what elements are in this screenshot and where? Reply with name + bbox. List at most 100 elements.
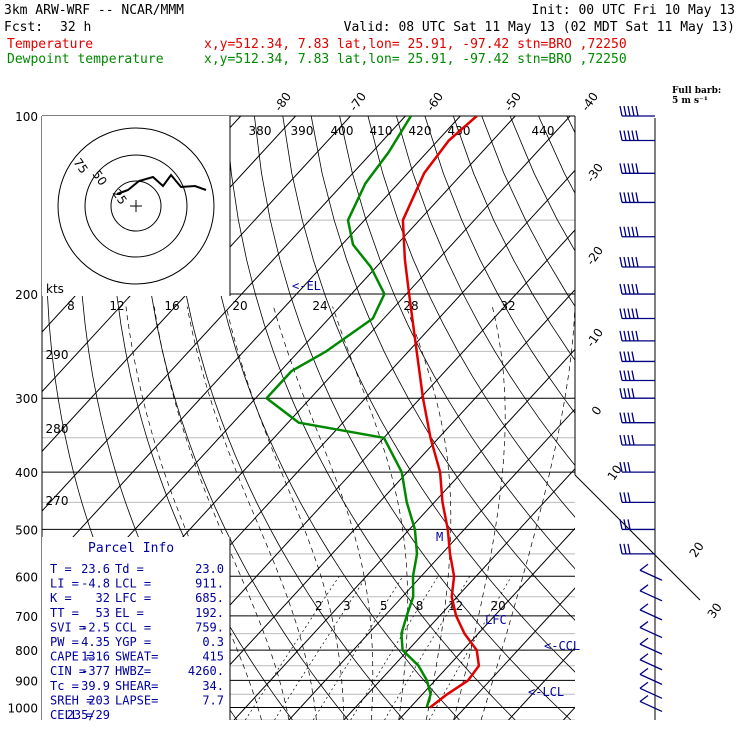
wind-barb-feather [623,351,627,362]
parcel-info-cell: -377 [81,664,110,678]
pressure-tick-label: 800 [15,644,38,658]
isotherm [178,288,575,720]
hodograph-speed-label: 16 [164,299,179,313]
parcel-marker: M [436,530,443,544]
wind-barb [639,637,663,655]
pressure-tick-label: 300 [15,392,38,406]
isotherm [398,527,575,720]
temperature-legend: Temperature [7,37,93,52]
wind-barb-feather [619,308,623,319]
dry-adiabat [168,116,405,720]
isotherm-label: 30 [705,600,725,621]
dry-adiabat [424,116,575,414]
mixing-ratio-label: 20 [490,599,505,613]
wind-barb [639,584,663,602]
wind-barb-feather [627,370,631,381]
isotherm [563,706,575,720]
wind-barb-feather [623,226,627,237]
wind-barb-feather [627,226,631,237]
wind-barb [619,492,655,504]
wind-barb-feather [619,370,623,381]
isotherm-label: -10 [583,326,606,350]
isotherm-label: -70 [346,90,369,114]
wind-barb-feather [619,192,623,203]
parcel-info-cell: 4260. [188,664,224,678]
parcel-info-cell: SREH = [50,693,93,707]
isotherm-label: 0 [589,404,605,418]
parcel-info-cell: EL = [115,606,144,620]
mixing-ratio-label: 2 [315,599,323,613]
wind-barb-feather [623,434,627,446]
level-label: <-CCL [544,639,580,653]
theta-label: 420 [409,124,432,138]
isotherm [508,647,575,720]
parcel-info-cell: 53 [96,606,110,620]
parcel-info-cell: 4.35 [81,635,110,649]
parcel-info-cell: CCL = [115,620,151,634]
dry-adiabat [310,116,575,621]
valid-time: Valid: 08 UTC Sat 11 May 13 (02 MDT Sat … [344,20,735,35]
theta-label: 410 [370,124,393,138]
wind-barb-feather [635,226,639,237]
parcel-info-cell: CELL = [50,708,93,722]
dry-adiabat [197,116,460,720]
isotherm-label: -20 [583,244,606,268]
wind-barb-feather [623,256,627,268]
wind-barb [619,434,655,446]
isotherm [343,467,575,720]
parcel-info-cell: CAPE = [50,650,93,664]
wind-barb-staff [639,590,663,602]
wind-barb-feather [639,584,649,592]
wind-barb-feather [639,694,649,702]
wind-barb-feather [631,388,635,399]
parcel-info-cell: 192. [195,606,224,620]
dry-adiabat [339,116,575,570]
wind-barb-feather [631,130,635,141]
theta-label: 390 [291,124,314,138]
moist-adiabat [273,306,374,720]
hodograph-speed-label: 8 [67,299,75,313]
wind-barb-feather [623,543,627,555]
pressure-tick-label: 1000 [7,701,38,715]
hodograph-ring [84,154,188,258]
wind-barbs [619,105,663,713]
parcel-info-cell: 911. [195,577,224,591]
wind-barb-feather [619,434,623,446]
wind-barb-feather [639,563,649,571]
wind-barb-feather [623,492,627,503]
wind-barb-feather [627,163,631,174]
isotherm-label: 20 [687,539,707,560]
parcel-info-cell: LI = [50,577,79,591]
wind-barb-feather [623,519,627,530]
dry-adiabat [652,116,740,720]
wind-barb [619,370,655,382]
parcel-info-cell: 34. [202,679,224,693]
parcel-info-cell: K = [50,591,72,605]
pressure-tick-label: 600 [15,570,38,584]
isotherm-label: -80 [271,90,294,114]
wind-barb-feather [623,283,627,295]
moist-adiabat [125,306,262,720]
hodograph-speed-label: 20 [232,299,247,313]
wind-barb [639,694,663,713]
wind-barb-feather [639,653,649,661]
parcel-info-cell: TT = [50,606,79,620]
level-label: <-EL [292,279,321,293]
dry-adiabat [624,116,740,720]
moist-adiabat [332,306,409,720]
mixing-ratio-line [274,576,367,720]
theta-label: 400 [331,124,354,138]
wind-barb [619,308,655,320]
mixing-ratio-line [350,576,439,720]
wind-barb-feather [627,388,631,399]
plot-diagonal-border [574,474,701,601]
wind-barb-feather [627,434,631,446]
wind-barb [619,283,655,295]
mixing-ratio-label: 3 [343,599,351,613]
wind-barb [639,603,663,621]
fcst-value: 32 h [60,20,91,35]
wind-barb [639,653,663,671]
dry-adiabat [709,116,740,720]
wind-barb-feather [619,412,623,423]
